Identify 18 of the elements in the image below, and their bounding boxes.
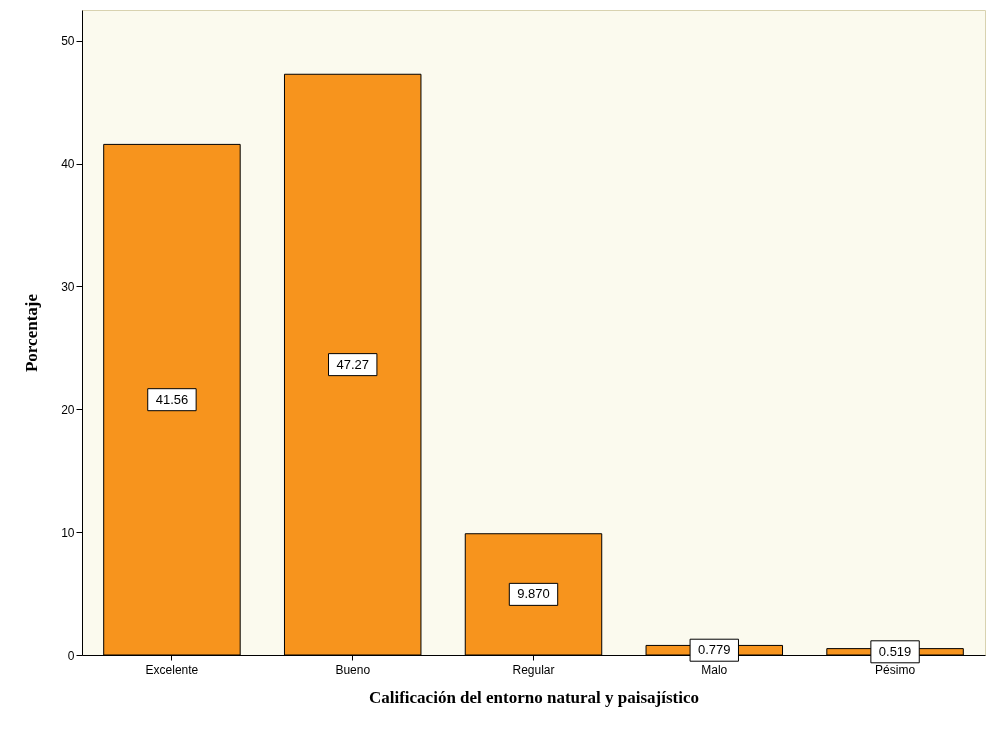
y-tick-label: 20 bbox=[61, 402, 75, 417]
data-label: 0.779 bbox=[698, 642, 731, 658]
y-tick-label: 0 bbox=[67, 648, 75, 663]
y-tick-label: 30 bbox=[61, 279, 75, 294]
x-tick-label: Malo bbox=[701, 662, 728, 677]
x-tick-label: Pésimo bbox=[875, 662, 916, 677]
data-label: 47.27 bbox=[336, 356, 369, 372]
y-axis-title: Porcentaje bbox=[22, 293, 42, 373]
data-label: 41.56 bbox=[155, 391, 189, 407]
x-tick-label: Regular bbox=[512, 662, 555, 677]
y-tick-label: 10 bbox=[61, 525, 75, 540]
x-axis-title: Calificación del entorno natural y paisajístico bbox=[368, 687, 700, 707]
y-tick-label: 40 bbox=[61, 157, 75, 172]
data-label: 9.870 bbox=[517, 586, 550, 602]
data-label: 0.519 bbox=[878, 643, 912, 659]
x-tick-label: Excelente bbox=[145, 662, 199, 677]
y-tick-label: 50 bbox=[61, 34, 75, 49]
x-tick-label: Bueno bbox=[335, 662, 371, 677]
